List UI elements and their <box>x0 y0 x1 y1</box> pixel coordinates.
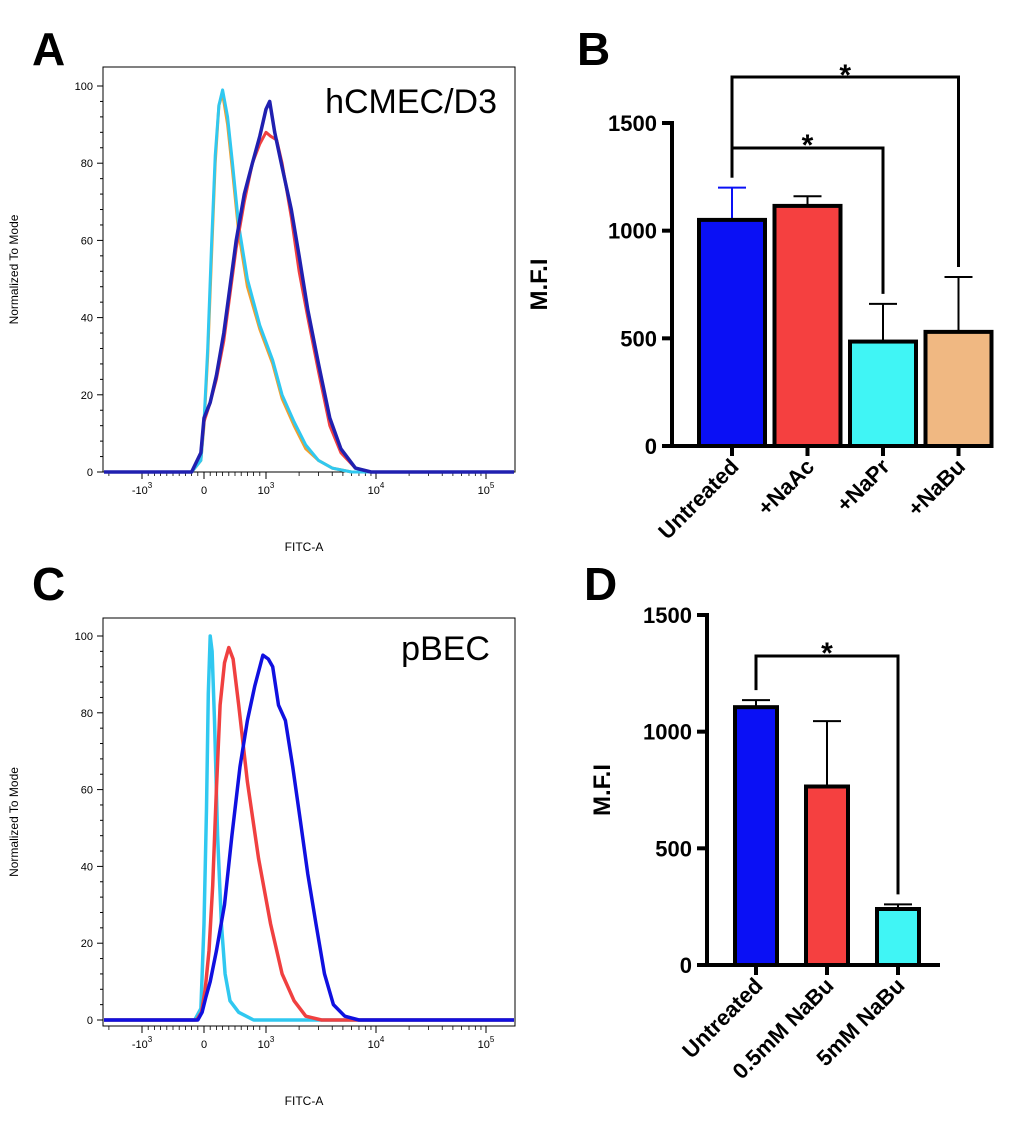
significance-star-b: * <box>802 129 814 162</box>
x-tick-label-c: 105 <box>478 1035 495 1051</box>
x-tick-label-c: -103 <box>132 1035 153 1051</box>
x-tick-label-c: 0 <box>201 1039 207 1051</box>
histogram-series-a-2 <box>104 88 514 474</box>
y-tick-label-c: 80 <box>81 708 93 720</box>
histogram-series-a-1 <box>104 92 514 474</box>
plot-frame-a <box>102 66 516 473</box>
y-tick-label-d: 500 <box>655 836 692 861</box>
category-label-b: Untreated <box>653 454 743 544</box>
y-tick-label-c: 0 <box>87 1015 93 1027</box>
histogram-series-c-2 <box>104 645 514 1022</box>
bar-b-4 <box>923 329 994 448</box>
y-tick-label-d: 1000 <box>643 720 692 745</box>
x-tick-label-a: -103 <box>132 481 153 497</box>
panel-letter-b: B <box>577 23 610 75</box>
y-tick-label-b: 0 <box>645 434 657 459</box>
y-axis-label-b: M.F.I <box>526 259 553 311</box>
y-axis-label-c: Normalized To Mode <box>7 767 21 877</box>
panel-c-histogram: 0 20 40 60 80 100 -103 0 103 104 105 Normalized To … <box>7 617 516 1108</box>
x-tick-label-a: 104 <box>368 481 385 497</box>
bar-d-2 <box>804 784 850 967</box>
x-tick-label-a: 103 <box>258 481 275 497</box>
y-tick-label-a: 0 <box>87 467 93 479</box>
x-axis-label-c: FITC-A <box>285 1094 324 1108</box>
histogram-series-c-3 <box>104 653 514 1022</box>
bar-d-3 <box>875 907 921 967</box>
significance-bracket-b <box>730 75 960 267</box>
y-tick-label-b: 1500 <box>608 111 657 136</box>
panel-letter-d: D <box>584 558 617 610</box>
cell-line-label-hcmec: hCMEC/D3 <box>325 83 497 121</box>
panel-b-bar-chart: 0 500 1000 1500 M.F.I Untreated +NaAc +NaPr +NaB… <box>526 59 994 544</box>
y-tick-label-d: 1500 <box>643 603 692 628</box>
bar-b-1 <box>697 217 767 448</box>
y-tick-label-a: 40 <box>81 313 93 325</box>
y-axis-label-d: M.F.I <box>589 764 616 816</box>
histogram-series-a-4 <box>104 99 514 474</box>
y-tick-label-c: 40 <box>81 861 93 873</box>
bar-d-1 <box>733 705 779 968</box>
cell-line-label-pbec: pBEC <box>401 630 490 668</box>
category-label-b: +NaBu <box>903 454 970 521</box>
panel-letter-c: C <box>32 558 65 610</box>
significance-star-d: * <box>821 637 833 670</box>
significance-star-b: * <box>839 59 851 92</box>
x-tick-label-c: 103 <box>258 1035 275 1051</box>
significance-bracket-d <box>754 654 900 895</box>
y-tick-label-a: 20 <box>81 390 93 402</box>
y-tick-label-c: 20 <box>81 938 93 950</box>
x-tick-label-a: 105 <box>478 481 495 497</box>
y-tick-label-a: 100 <box>75 81 93 93</box>
bar-b-3 <box>848 339 918 448</box>
category-label-b: +NaAc <box>753 454 820 521</box>
y-tick-label-c: 60 <box>81 785 93 797</box>
y-tick-label-b: 1000 <box>608 219 657 244</box>
x-tick-label-a: 0 <box>201 485 207 497</box>
x-axis-label-a: FITC-A <box>285 540 324 554</box>
histogram-series-c-1 <box>104 634 514 1022</box>
panel-letter-a: A <box>32 23 65 75</box>
y-tick-label-a: 60 <box>81 235 93 247</box>
y-tick-label-b: 500 <box>620 326 657 351</box>
y-axis-label-a: Normalized To Mode <box>7 214 21 324</box>
y-tick-label-c: 100 <box>75 631 93 643</box>
histogram-series-a-3 <box>104 130 514 474</box>
x-tick-label-c: 104 <box>368 1035 385 1051</box>
y-tick-label-a: 80 <box>81 158 93 170</box>
category-label-b: +NaPr <box>831 454 894 517</box>
panel-a-histogram: 0 20 40 60 80 100 -103 0 103 104 105 Normalized To … <box>7 66 516 554</box>
plot-frame-c <box>102 617 516 1027</box>
y-tick-label-d: 0 <box>680 953 692 978</box>
bar-b-2 <box>772 203 843 448</box>
